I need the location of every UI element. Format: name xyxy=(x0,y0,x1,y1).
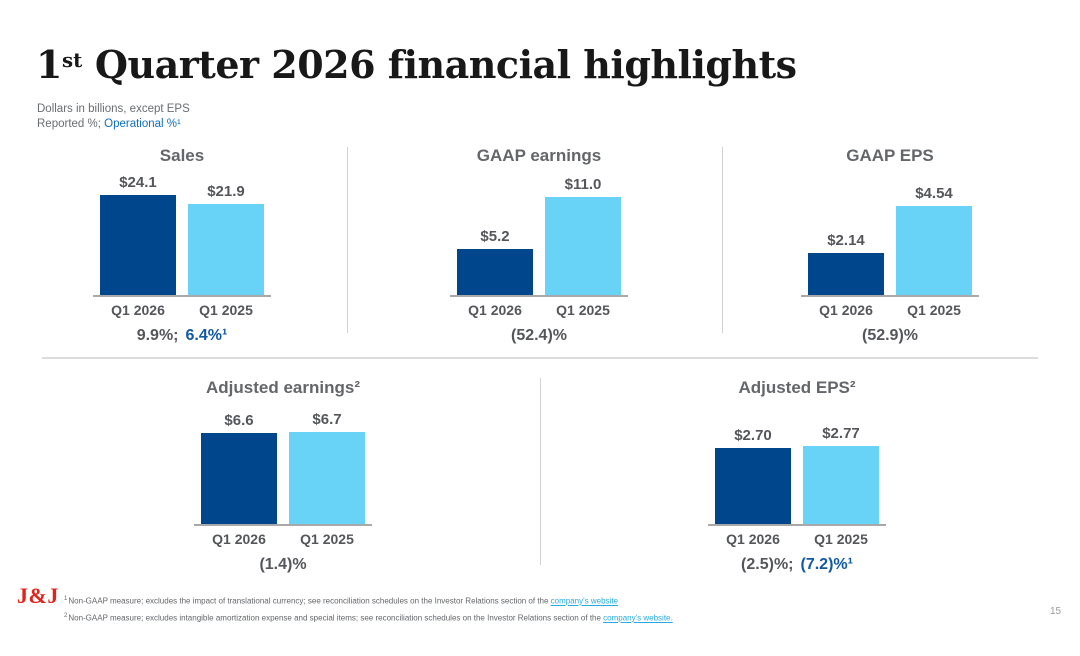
adjusted-earnings-category-labels: Q1 2026 Q1 2025 xyxy=(194,531,372,547)
bar-value-label: $6.7 xyxy=(312,411,342,428)
adjusted-earnings-change-label: (1.4)% xyxy=(259,556,306,574)
gaap-earnings-change-reported: (52.4)% xyxy=(510,327,568,344)
bar-group-q1-2026: $6.6 xyxy=(201,412,277,524)
bar-q1-2026 xyxy=(715,448,791,524)
chart-sales: Sales $24.1 $21.9 Q1 2026 Q1 2025 9.9%; 6.4… xyxy=(32,145,332,345)
gaap-earnings-bar-plot: $5.2 $11.0 xyxy=(450,171,628,297)
chart-title-gaap-eps: GAAP EPS xyxy=(846,146,934,165)
divider-bottom xyxy=(540,378,541,565)
footnote-1-marker: 1 xyxy=(64,596,68,602)
bar-group-q1-2025: $21.9 xyxy=(188,183,264,295)
bar-group-q1-2026: $24.1 xyxy=(100,174,176,295)
gaap-eps-category-labels: Q1 2026 Q1 2025 xyxy=(801,302,979,318)
footnote-2-marker: 2 xyxy=(64,613,68,620)
bar-group-q1-2026: $2.14 xyxy=(808,232,884,295)
bar-q1-2025 xyxy=(289,432,365,524)
bar-q1-2026 xyxy=(808,253,884,295)
gaap-eps-change-label: (52.9)% xyxy=(862,327,918,345)
page-title: 1st Quarter 2026 financial highlights xyxy=(36,42,797,87)
chart-adjusted-earnings: Adjusted earnings² $6.6 $6.7 Q1 2026 Q1 20… xyxy=(133,377,433,574)
sales-category-labels: Q1 2026 Q1 2025 xyxy=(93,302,271,318)
bar-q1-2025 xyxy=(896,206,972,295)
sales-change-label: 9.9%; 6.4%¹ xyxy=(137,327,228,345)
page-number: 15 xyxy=(1050,606,1062,617)
bar-value-label: $11.0 xyxy=(564,176,602,193)
footnote-1: 1Non-GAAP measure; excludes the impact o… xyxy=(64,592,684,609)
bar-group-q1-2025: $2.77 xyxy=(803,425,879,524)
sales-bar-plot: $24.1 $21.9 xyxy=(93,171,271,297)
category-label: Q1 2026 xyxy=(212,531,266,547)
chart-gaap-earnings: GAAP earnings $5.2 $11.0 Q1 2026 Q1 2025 (… xyxy=(389,145,689,345)
bar-q1-2025 xyxy=(545,197,621,295)
adjusted-eps-change-reported: (2.5)%; xyxy=(741,556,794,573)
divider-top-1 xyxy=(347,147,348,333)
chart-title-gaap-earnings: GAAP earnings xyxy=(476,146,602,165)
bar-q1-2025 xyxy=(188,204,264,295)
footnote-2: 2Non-GAAP measure; excludes intangible a… xyxy=(64,609,684,626)
bar-q1-2025 xyxy=(803,446,879,524)
bar-q1-2026 xyxy=(457,249,533,295)
category-label: Q1 2026 xyxy=(726,531,780,547)
chart-adjusted-eps: Adjusted EPS² $2.70 $2.77 Q1 2026 Q1 2025 … xyxy=(647,377,947,574)
sales-change-operational: 6.4%¹ xyxy=(185,327,228,344)
chart-title-adjusted-earnings: Adjusted earnings² xyxy=(206,378,360,397)
bar-q1-2026 xyxy=(201,433,277,524)
gaap-earnings-category-labels: Q1 2026 Q1 2025 xyxy=(450,302,628,318)
adjusted-earnings-change-reported: (1.4)% xyxy=(259,556,307,573)
bar-group-q1-2025: $6.7 xyxy=(289,411,365,524)
bar-group-q1-2026: $5.2 xyxy=(457,228,533,295)
footnote-2-link[interactable]: company's website. xyxy=(603,613,673,623)
title-text: Quarter 2026 financial highlights xyxy=(82,42,797,87)
category-label: Q1 2025 xyxy=(300,531,354,547)
footnote-1-text: Non-GAAP measure; excludes the impact of… xyxy=(68,596,551,606)
bar-value-label: $24.1 xyxy=(119,174,157,191)
category-label: Q1 2026 xyxy=(468,302,522,318)
bar-group-q1-2025: $4.54 xyxy=(896,185,972,295)
title-number: 1 xyxy=(36,42,62,87)
category-label: Q1 2026 xyxy=(111,302,165,318)
category-label: Q1 2025 xyxy=(199,302,253,318)
title-superscript: st xyxy=(61,48,83,73)
adjusted-eps-bar-plot: $2.70 $2.77 xyxy=(708,403,886,526)
gaap-eps-bar-plot: $2.14 $4.54 xyxy=(801,171,979,297)
bar-group-q1-2026: $2.70 xyxy=(715,427,791,524)
chart-gaap-eps: GAAP EPS $2.14 $4.54 Q1 2026 Q1 2025 (52.9… xyxy=(740,145,1040,345)
bar-value-label: $21.9 xyxy=(207,183,245,200)
footnote-1-link[interactable]: company's website xyxy=(550,596,619,606)
bar-group-q1-2025: $11.0 xyxy=(545,176,621,295)
chart-title-sales: Sales xyxy=(159,146,205,165)
subtitle-units: Dollars in billions, except EPS xyxy=(37,103,190,115)
footnote-2-text: Non-GAAP measure; excludes intangible am… xyxy=(68,613,604,623)
subtitle-percent-key: Reported %; Operational %¹ xyxy=(37,117,190,132)
bar-value-label: $6.6 xyxy=(224,412,254,429)
adjusted-eps-change-label: (2.5)%; (7.2)%¹ xyxy=(741,556,853,574)
footnotes: 1Non-GAAP measure; excludes the impact o… xyxy=(64,592,684,626)
bar-value-label: $4.54 xyxy=(915,185,953,202)
gaap-eps-change-reported: (52.9)% xyxy=(861,327,919,344)
reported-label: Reported %; xyxy=(37,118,105,130)
bar-value-label: $2.70 xyxy=(734,427,772,444)
bar-value-label: $5.2 xyxy=(480,228,510,245)
gaap-earnings-change-label: (52.4)% xyxy=(511,327,567,345)
divider-horizontal xyxy=(42,357,1038,359)
adjusted-eps-category-labels: Q1 2026 Q1 2025 xyxy=(708,531,886,547)
bar-value-label: $2.77 xyxy=(822,425,860,442)
adjusted-earnings-bar-plot: $6.6 $6.7 xyxy=(194,403,372,526)
chart-title-adjusted-eps: Adjusted EPS² xyxy=(738,378,856,397)
category-label: Q1 2026 xyxy=(819,302,873,318)
operational-label: Operational %¹ xyxy=(104,118,181,130)
bar-value-label: $2.14 xyxy=(827,232,865,249)
jnj-logo: J&J xyxy=(17,583,59,608)
divider-top-2 xyxy=(722,147,723,333)
bar-q1-2026 xyxy=(100,195,176,295)
category-label: Q1 2025 xyxy=(556,302,610,318)
adjusted-eps-change-operational: (7.2)%¹ xyxy=(800,556,853,573)
subtitle: Dollars in billions, except EPS Reported… xyxy=(37,102,190,132)
category-label: Q1 2025 xyxy=(907,302,961,318)
sales-change-reported: 9.9%; xyxy=(136,327,179,344)
category-label: Q1 2025 xyxy=(814,531,868,547)
